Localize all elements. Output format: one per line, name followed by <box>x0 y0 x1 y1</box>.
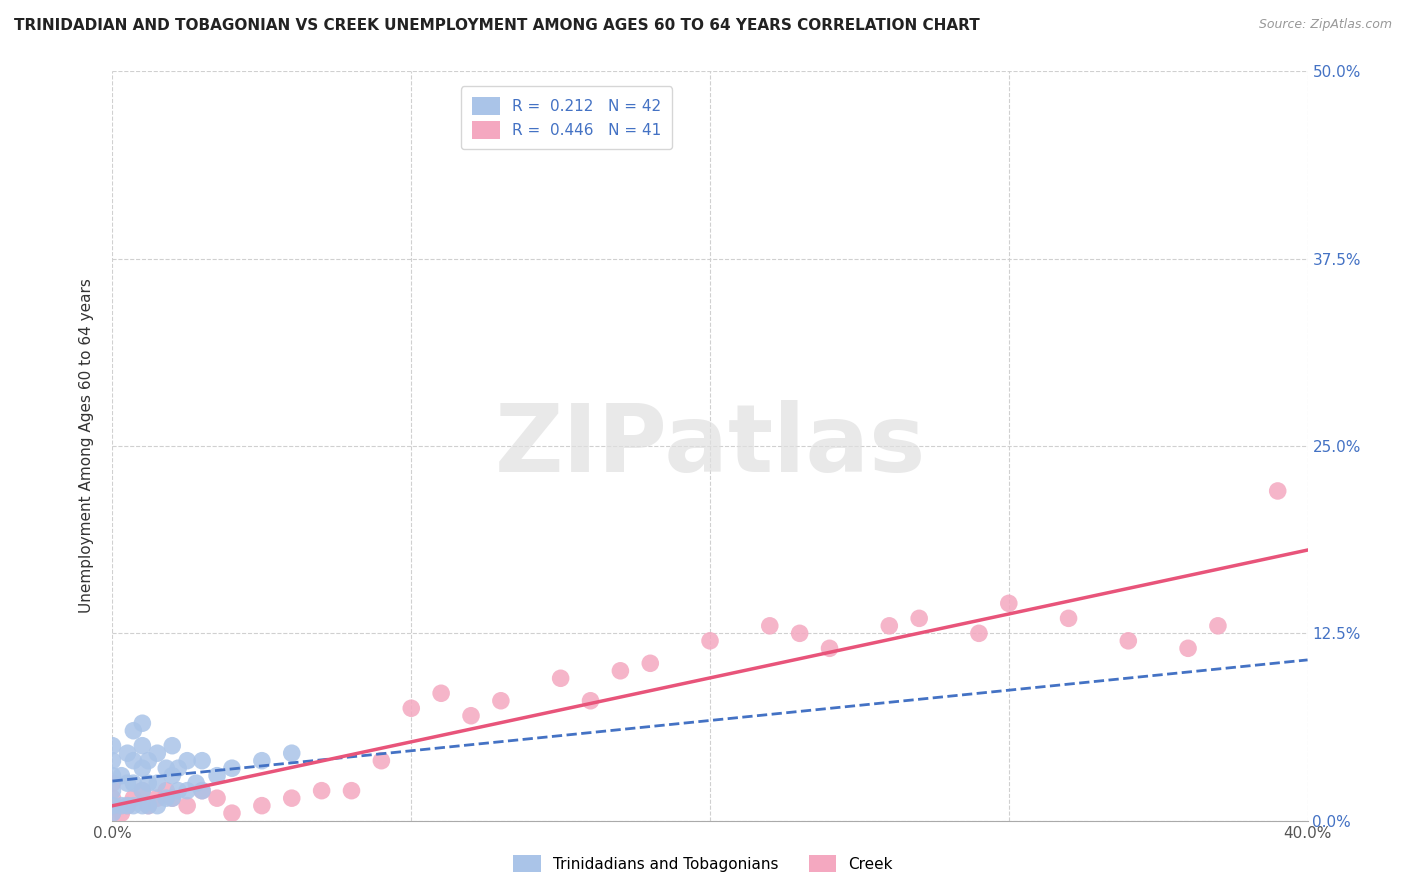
Point <box>699 633 721 648</box>
Point <box>122 754 145 768</box>
Point <box>579 694 602 708</box>
Point <box>489 694 512 708</box>
Point <box>162 769 183 783</box>
Point <box>401 701 423 715</box>
Point <box>131 761 153 775</box>
Point <box>101 806 124 821</box>
Point <box>550 671 572 685</box>
Point <box>430 686 453 700</box>
Legend: R =  0.212   N = 42, R =  0.446   N = 41: R = 0.212 N = 42, R = 0.446 N = 41 <box>461 87 672 149</box>
Point <box>138 776 160 790</box>
Point <box>250 798 273 813</box>
Text: ZIPatlas: ZIPatlas <box>495 400 925 492</box>
Point <box>460 708 482 723</box>
Y-axis label: Unemployment Among Ages 60 to 64 years: Unemployment Among Ages 60 to 64 years <box>79 278 94 614</box>
Legend: Trinidadians and Tobagonians, Creek: Trinidadians and Tobagonians, Creek <box>505 847 901 880</box>
Point <box>101 776 124 790</box>
Point <box>117 798 139 813</box>
Point <box>191 783 214 797</box>
Point <box>311 783 333 797</box>
Point <box>281 791 304 805</box>
Point <box>176 783 198 797</box>
Point <box>101 783 124 797</box>
Point <box>138 754 160 768</box>
Point <box>146 776 169 790</box>
Point <box>122 723 145 738</box>
Text: Source: ZipAtlas.com: Source: ZipAtlas.com <box>1258 18 1392 31</box>
Point <box>967 626 990 640</box>
Point <box>101 739 124 753</box>
Point <box>908 611 931 625</box>
Point <box>250 754 273 768</box>
Point <box>117 776 139 790</box>
Point <box>759 619 782 633</box>
Point <box>146 791 169 805</box>
Point <box>186 776 208 790</box>
Point <box>789 626 811 640</box>
Point <box>131 716 153 731</box>
Point <box>162 739 183 753</box>
Point <box>167 761 190 775</box>
Point <box>155 783 177 797</box>
Point <box>281 746 304 760</box>
Point <box>146 798 169 813</box>
Point <box>340 783 363 797</box>
Point <box>1267 483 1289 498</box>
Point <box>167 783 190 797</box>
Point <box>122 798 145 813</box>
Point <box>640 657 662 671</box>
Point <box>101 798 124 813</box>
Point <box>146 746 169 760</box>
Point <box>609 664 631 678</box>
Point <box>370 754 392 768</box>
Point <box>117 798 139 813</box>
Point <box>176 754 198 768</box>
Point <box>131 783 153 797</box>
Point <box>221 806 243 821</box>
Point <box>131 739 153 753</box>
Text: TRINIDADIAN AND TOBAGONIAN VS CREEK UNEMPLOYMENT AMONG AGES 60 TO 64 YEARS CORRE: TRINIDADIAN AND TOBAGONIAN VS CREEK UNEM… <box>14 18 980 33</box>
Point <box>101 754 124 768</box>
Point <box>122 791 145 805</box>
Point <box>138 798 160 813</box>
Point <box>162 791 183 805</box>
Point <box>110 798 132 813</box>
Point <box>221 761 243 775</box>
Point <box>176 798 198 813</box>
Point <box>155 791 177 805</box>
Point <box>131 783 153 797</box>
Point <box>122 776 145 790</box>
Point <box>879 619 901 633</box>
Point <box>1206 619 1229 633</box>
Point <box>191 754 214 768</box>
Point <box>131 798 153 813</box>
Point <box>101 769 124 783</box>
Point <box>110 769 132 783</box>
Point <box>101 791 124 805</box>
Point <box>998 596 1021 610</box>
Point <box>1057 611 1080 625</box>
Point <box>818 641 841 656</box>
Point <box>205 769 228 783</box>
Point <box>1118 633 1140 648</box>
Point <box>138 798 160 813</box>
Point <box>110 806 132 821</box>
Point <box>101 806 124 821</box>
Point <box>117 746 139 760</box>
Point <box>1177 641 1199 656</box>
Point <box>191 783 214 797</box>
Point <box>205 791 228 805</box>
Point <box>162 791 183 805</box>
Point <box>155 761 177 775</box>
